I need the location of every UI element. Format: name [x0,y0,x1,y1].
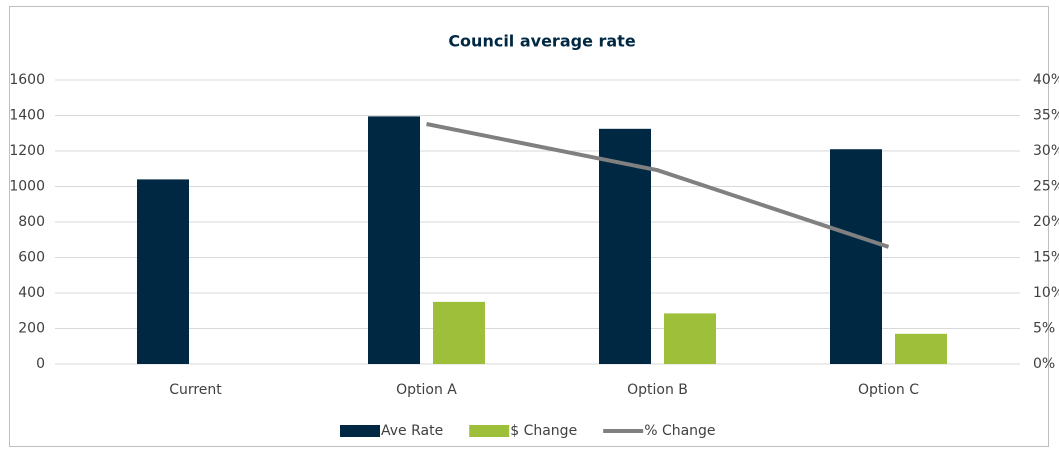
legend-label: $ Change [510,423,577,439]
legend-label: Ave Rate [381,423,443,439]
x-tick-label: Option A [396,382,457,398]
bar [433,301,485,364]
legend-swatch [469,425,510,437]
y-tick-label: 1200 [9,143,45,159]
y2-tick-label: 10% [1033,285,1059,301]
legend-label: % Change [644,423,715,439]
y2-tick-label: 15% [1033,250,1059,266]
x-tick-label: Current [169,382,222,398]
bar [137,179,189,364]
y2-tick-label: 0% [1033,356,1055,372]
chart-title: Council average rate [448,32,636,51]
legend-swatch [340,425,380,437]
y-tick-label: 0 [36,356,45,372]
y2-tick-label: 35% [1033,108,1059,124]
y2-tick-label: 30% [1033,143,1059,159]
y-tick-label: 800 [18,214,45,230]
y2-tick-label: 40% [1033,72,1059,88]
y-tick-label: 600 [18,250,45,266]
y2-tick-label: 20% [1033,214,1059,230]
y-tick-label: 1000 [9,179,45,195]
line [426,122,890,249]
y2-tick-label: 25% [1033,179,1059,195]
bar [830,149,882,364]
x-tick-label: Option C [858,382,919,398]
x-tick-label: Option B [627,382,688,398]
y-tick-label: 200 [18,321,45,337]
y-tick-label: 400 [18,285,45,301]
y-tick-label: 1400 [9,108,45,124]
y2-tick-label: 5% [1033,321,1055,337]
y-tick-label: 1600 [9,72,45,88]
bar [664,313,716,364]
bar [895,333,947,364]
bar [368,116,420,364]
